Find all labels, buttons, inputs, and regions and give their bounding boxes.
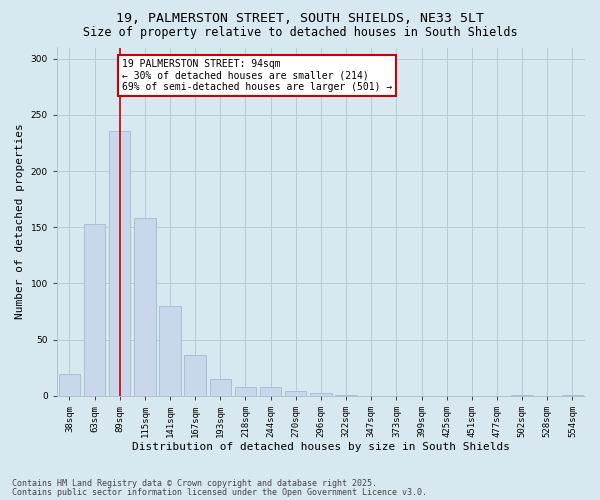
Bar	[134, 218, 155, 396]
Bar	[160, 306, 181, 396]
Bar	[335, 394, 357, 396]
Bar	[260, 386, 281, 396]
Bar	[285, 391, 307, 396]
Text: Size of property relative to detached houses in South Shields: Size of property relative to detached ho…	[83, 26, 517, 39]
Bar	[310, 394, 332, 396]
X-axis label: Distribution of detached houses by size in South Shields: Distribution of detached houses by size …	[132, 442, 510, 452]
Bar	[84, 224, 105, 396]
Text: 19, PALMERSTON STREET, SOUTH SHIELDS, NE33 5LT: 19, PALMERSTON STREET, SOUTH SHIELDS, NE…	[116, 12, 484, 26]
Bar	[109, 130, 130, 396]
Bar	[59, 374, 80, 396]
Bar	[209, 379, 231, 396]
Text: Contains HM Land Registry data © Crown copyright and database right 2025.: Contains HM Land Registry data © Crown c…	[12, 478, 377, 488]
Bar	[184, 355, 206, 396]
Bar	[511, 394, 533, 396]
Text: Contains public sector information licensed under the Open Government Licence v3: Contains public sector information licen…	[12, 488, 427, 497]
Bar	[235, 386, 256, 396]
Bar	[562, 394, 583, 396]
Y-axis label: Number of detached properties: Number of detached properties	[15, 124, 25, 320]
Text: 19 PALMERSTON STREET: 94sqm
← 30% of detached houses are smaller (214)
69% of se: 19 PALMERSTON STREET: 94sqm ← 30% of det…	[122, 58, 392, 92]
